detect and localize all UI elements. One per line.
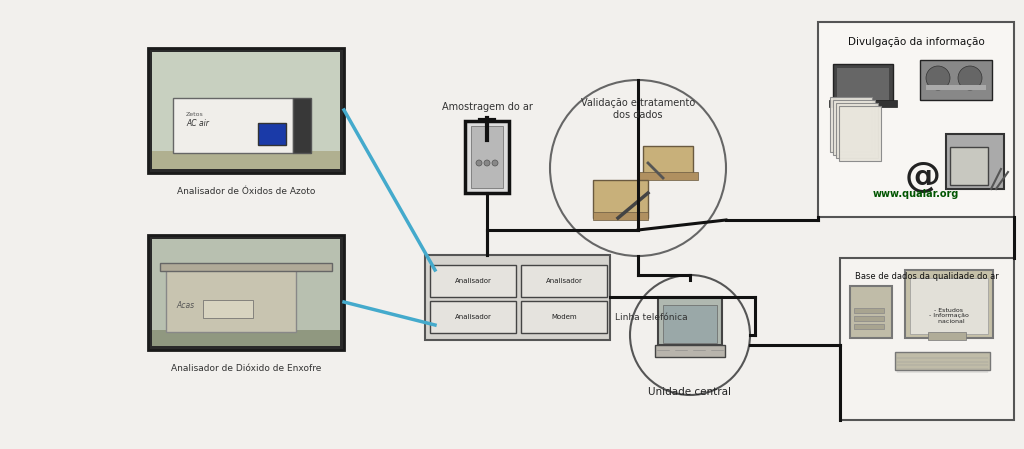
Text: Validação e tratamento
dos dados: Validação e tratamento dos dados (581, 98, 695, 119)
Bar (854, 308, 884, 313)
Bar (840, 258, 1014, 420)
Text: Acas: Acas (176, 300, 195, 309)
Text: Analisador: Analisador (455, 278, 492, 284)
Bar (926, 85, 986, 90)
Text: - Estudos
- Informação
  nacional: - Estudos - Informação nacional (929, 308, 969, 324)
Bar (203, 300, 253, 318)
Bar (152, 239, 340, 330)
Bar (152, 330, 340, 346)
Bar (829, 100, 897, 107)
Bar (148, 235, 344, 350)
Bar (839, 106, 881, 161)
Text: Analisador: Analisador (455, 314, 492, 320)
Bar (910, 278, 988, 334)
Text: Analisador: Analisador (546, 278, 583, 284)
Text: Analisador de Óxidos de Azoto: Analisador de Óxidos de Azoto (177, 187, 315, 196)
Bar (148, 48, 344, 173)
Text: www.qualar.org: www.qualar.org (872, 189, 959, 199)
Bar (430, 265, 516, 297)
Circle shape (550, 80, 726, 256)
Bar (160, 263, 332, 271)
Bar (643, 146, 693, 178)
Bar (152, 52, 340, 151)
Bar (833, 64, 893, 102)
Bar (818, 22, 1014, 217)
Circle shape (630, 275, 750, 395)
Text: Linha telefónica: Linha telefónica (615, 313, 688, 321)
Text: Amostragem do ar: Amostragem do ar (441, 102, 532, 112)
Circle shape (958, 66, 982, 90)
Text: Modem: Modem (551, 314, 577, 320)
Bar (655, 345, 725, 357)
Text: Divulgação da informação: Divulgação da informação (848, 37, 984, 47)
Bar (854, 316, 884, 321)
Text: Unidade central: Unidade central (648, 387, 731, 397)
Text: AC air: AC air (186, 119, 209, 128)
Bar (593, 180, 648, 218)
Bar (895, 352, 990, 370)
Bar (836, 103, 878, 158)
Circle shape (484, 160, 490, 166)
Bar (854, 324, 884, 329)
Text: Analisador de Dióxido de Enxofre: Analisador de Dióxido de Enxofre (171, 364, 322, 373)
Bar (830, 97, 872, 152)
Bar (928, 332, 966, 340)
Bar (521, 265, 607, 297)
Bar (521, 301, 607, 333)
Text: Zetos: Zetos (186, 113, 204, 118)
Bar (950, 147, 988, 185)
Bar (658, 297, 722, 345)
Bar (920, 60, 992, 100)
Text: Base de dados da qualidade do ar: Base de dados da qualidade do ar (855, 272, 998, 281)
Bar (152, 151, 340, 169)
Bar (425, 255, 610, 340)
Bar (258, 123, 286, 145)
Bar (837, 68, 889, 100)
Text: @: @ (905, 160, 941, 194)
Bar (166, 267, 296, 332)
Bar (430, 301, 516, 333)
Bar (850, 286, 892, 338)
Bar (946, 134, 1004, 189)
Bar (152, 239, 340, 346)
Bar (293, 98, 311, 153)
Bar (833, 100, 874, 155)
Bar (905, 270, 993, 338)
Bar (173, 98, 293, 153)
Bar (465, 121, 509, 193)
Bar (663, 305, 717, 343)
Circle shape (926, 66, 950, 90)
Bar (471, 126, 503, 188)
Bar (638, 172, 698, 180)
Bar (152, 52, 340, 169)
Circle shape (476, 160, 482, 166)
Circle shape (492, 160, 498, 166)
Bar (593, 212, 648, 220)
